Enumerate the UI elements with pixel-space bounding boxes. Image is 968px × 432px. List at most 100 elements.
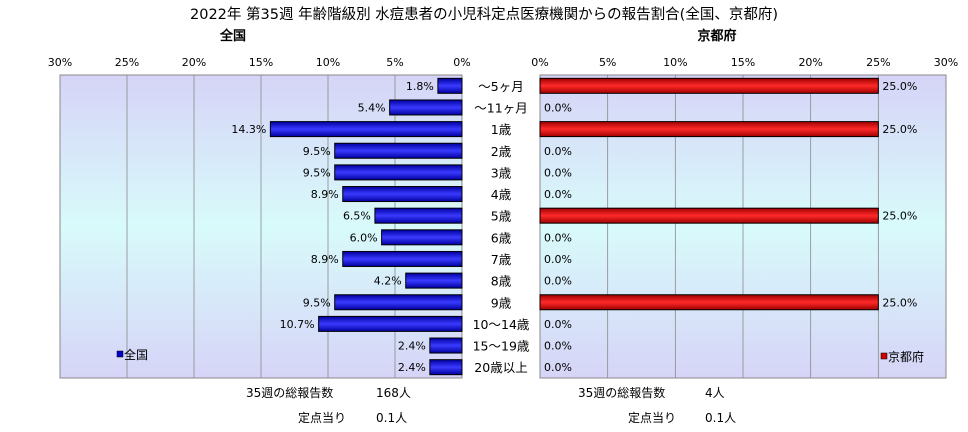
left-legend: 全国 bbox=[116, 347, 148, 362]
left-tick-label: 5% bbox=[386, 56, 403, 69]
left-bar-value-label: 2.4% bbox=[398, 361, 426, 374]
national-summary: 35週の総報告数 168人 定点当り 0.1人 bbox=[246, 385, 411, 425]
kyoto-per-value: 0.1人 bbox=[705, 411, 736, 425]
left-tick-label: 20% bbox=[182, 56, 206, 69]
left-tick-label: 30% bbox=[48, 56, 72, 69]
right-bar-value-label: 0.0% bbox=[544, 188, 572, 201]
right-legend: 京都府 bbox=[880, 349, 924, 364]
left-legend-label: 全国 bbox=[124, 347, 148, 362]
left-bar-value-label: 10.7% bbox=[280, 318, 315, 331]
left-bar bbox=[334, 164, 463, 181]
right-bar-value-label: 0.0% bbox=[544, 340, 572, 353]
right-bar-value-label: 25.0% bbox=[882, 123, 917, 136]
right-bar-value-label: 0.0% bbox=[544, 166, 572, 179]
left-bar-value-label: 1.8% bbox=[406, 80, 434, 93]
kyoto-total-value: 4人 bbox=[705, 386, 725, 400]
national-total-value: 168人 bbox=[376, 386, 411, 400]
national-per-label: 定点当り bbox=[298, 410, 346, 425]
right-tick-label: 5% bbox=[599, 56, 616, 69]
right-tick-label: 30% bbox=[934, 56, 958, 69]
left-bar bbox=[334, 294, 463, 311]
right-tick-label: 10% bbox=[663, 56, 687, 69]
left-bar-value-label: 9.5% bbox=[303, 296, 331, 309]
right-bars: 25.0% 0.0% 25.0% 0.0% 0.0% 0.0% 25.0% 0.0% 0.0% 0… bbox=[539, 77, 917, 374]
left-tick-label: 15% bbox=[249, 56, 273, 69]
right-bar-value-label: 0.0% bbox=[544, 275, 572, 288]
right-bar-value-label: 0.0% bbox=[544, 145, 572, 158]
left-bar-value-label: 2.4% bbox=[398, 340, 426, 353]
category-label: 4歳 bbox=[491, 187, 512, 202]
left-chart-title: 全国 bbox=[219, 28, 246, 44]
left-bar bbox=[269, 121, 463, 138]
category-label: 9歳 bbox=[491, 295, 512, 310]
right-tick-label: 0% bbox=[531, 56, 548, 69]
left-bar-value-label: 5.4% bbox=[358, 101, 386, 114]
left-bar bbox=[374, 207, 463, 224]
national-per-value: 0.1人 bbox=[376, 411, 407, 425]
left-bar bbox=[342, 186, 463, 203]
right-bar bbox=[539, 294, 879, 311]
left-bar-value-label: 9.5% bbox=[303, 145, 331, 158]
left-bar-value-label: 6.0% bbox=[350, 231, 378, 244]
left-bar-value-label: 8.9% bbox=[311, 253, 339, 266]
category-label: 1歳 bbox=[491, 122, 512, 137]
right-tick-label: 20% bbox=[798, 56, 822, 69]
left-bar bbox=[437, 77, 463, 94]
left-bar-value-label: 6.5% bbox=[343, 210, 371, 223]
category-label: 7歳 bbox=[491, 252, 512, 267]
right-tick-label: 25% bbox=[866, 56, 890, 69]
category-label: 10～14歳 bbox=[473, 317, 530, 332]
right-bar-value-label: 25.0% bbox=[882, 80, 917, 93]
left-bar bbox=[342, 250, 463, 267]
right-tick-label: 15% bbox=[731, 56, 755, 69]
category-label: 20歳以上 bbox=[474, 360, 527, 375]
category-label: 3歳 bbox=[491, 165, 512, 180]
left-bar-value-label: 8.9% bbox=[311, 188, 339, 201]
chart-main-title: 2022年 第35週 年齢階級別 水痘患者の小児科定点医療機関からの報告割合(全… bbox=[190, 5, 778, 23]
left-legend-swatch bbox=[116, 350, 124, 358]
right-bar-value-label: 0.0% bbox=[544, 253, 572, 266]
left-bar bbox=[381, 229, 463, 246]
right-bar-value-label: 25.0% bbox=[882, 210, 917, 223]
left-bar bbox=[318, 315, 463, 332]
category-label: 8歳 bbox=[491, 274, 512, 289]
kyoto-summary: 35週の総報告数 4人 定点当り 0.1人 bbox=[578, 385, 736, 425]
right-bar-value-label: 0.0% bbox=[544, 361, 572, 374]
national-total-label: 35週の総報告数 bbox=[246, 385, 333, 400]
right-bar bbox=[539, 121, 879, 138]
right-legend-swatch bbox=[880, 352, 888, 360]
left-tick-label: 10% bbox=[316, 56, 340, 69]
category-label: 2歳 bbox=[491, 144, 512, 159]
right-gridlines bbox=[539, 75, 947, 378]
right-axis-ticks: 0% 5% 10% 15% 20% 25% 30% bbox=[531, 56, 958, 69]
category-label: ～11ヶ月 bbox=[474, 100, 527, 115]
right-bar bbox=[539, 77, 879, 94]
left-bar bbox=[429, 337, 463, 354]
kyoto-total-label: 35週の総報告数 bbox=[578, 385, 665, 400]
left-tick-label: 0% bbox=[453, 56, 470, 69]
right-bar-value-label: 0.0% bbox=[544, 318, 572, 331]
kyoto-per-label: 定点当り bbox=[628, 410, 676, 425]
category-labels: ～5ヶ月 ～11ヶ月 1歳 2歳 3歳 4歳 5歳 6歳 7歳 8歳 9歳 10～14歳 15～19歳 2… bbox=[473, 79, 530, 375]
right-bar-value-label: 0.0% bbox=[544, 101, 572, 114]
left-bar bbox=[334, 142, 463, 159]
left-bar bbox=[405, 272, 463, 289]
left-bar bbox=[389, 99, 463, 116]
right-bar bbox=[539, 207, 879, 224]
category-label: 6歳 bbox=[491, 230, 512, 245]
left-bar-value-label: 4.2% bbox=[374, 275, 402, 288]
category-label: 15～19歳 bbox=[473, 339, 530, 354]
right-bar-value-label: 25.0% bbox=[882, 296, 917, 309]
left-bar-value-label: 9.5% bbox=[303, 166, 331, 179]
left-bar-value-label: 14.3% bbox=[231, 123, 266, 136]
right-legend-label: 京都府 bbox=[888, 349, 924, 364]
left-bar bbox=[429, 359, 463, 376]
right-bar-value-label: 0.0% bbox=[544, 231, 572, 244]
category-label: 5歳 bbox=[491, 209, 512, 224]
left-bars: 1.8% 5.4% 14.3% 9.5% 9.5% 8.9% 6.5% 6.0% 8.9% 4.2… bbox=[231, 77, 463, 376]
category-label: ～5ヶ月 bbox=[478, 79, 523, 94]
left-axis-ticks: 0% 5% 10% 15% 20% 25% 30% bbox=[48, 56, 471, 69]
left-tick-label: 25% bbox=[115, 56, 139, 69]
